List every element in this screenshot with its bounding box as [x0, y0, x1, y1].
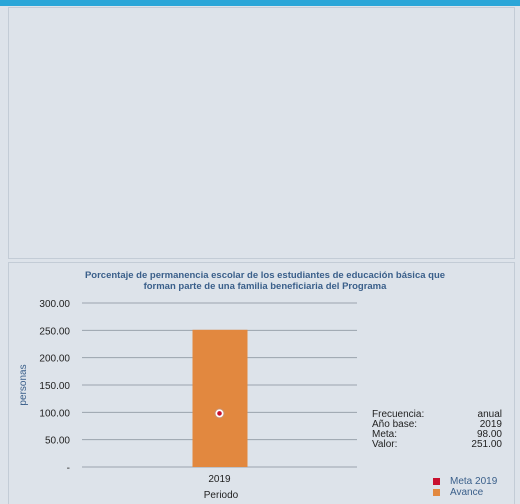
legend-swatch-avance	[433, 489, 440, 496]
legend-label: Avance	[450, 487, 484, 498]
info-row-valor: Valor: 251.00	[372, 440, 502, 450]
y-tick-label: 200.00	[39, 354, 70, 365]
bar-avance-2019	[192, 329, 248, 467]
x-tick-label: 2019	[208, 474, 231, 485]
empty-panel	[8, 7, 515, 259]
info-value: 251.00	[471, 439, 502, 450]
info-value: 2019	[479, 419, 502, 430]
chart-title-line-1: Porcentaje de permanencia escolar de los…	[84, 270, 446, 281]
y-tick-label: 300.00	[39, 299, 70, 310]
info-label: Año base:	[372, 419, 418, 430]
info-label: Frecuencia:	[372, 409, 425, 420]
indicator-info: Frecuencia: anual Año base: 2019 Meta: 9…	[372, 410, 502, 450]
legend-item-meta: Meta 2019	[433, 476, 497, 487]
header-accent-bar	[0, 0, 520, 6]
meta-point-2019	[217, 411, 222, 416]
y-tick-label: -	[67, 463, 70, 474]
info-value: 98.00	[476, 429, 502, 440]
chart-panel	[8, 262, 515, 504]
info-label: Meta:	[372, 429, 398, 440]
legend-item-avance: Avance	[433, 487, 497, 498]
chart-title-line-2: forman parte de una familia beneficiaria…	[143, 281, 387, 292]
y-axis-label: personas	[18, 364, 29, 405]
x-axis-label: Periodo	[204, 490, 239, 501]
y-tick-label: 150.00	[39, 381, 70, 392]
legend-swatch-meta	[433, 478, 440, 485]
y-tick-label: 100.00	[39, 408, 70, 419]
info-label: Valor:	[372, 439, 398, 450]
y-tick-label: 250.00	[39, 326, 70, 337]
info-row-meta: Meta: 98.00	[372, 430, 502, 440]
chart-title: Porcentaje de permanencia escolar de los…	[30, 270, 500, 292]
info-row-anio-base: Año base: 2019	[372, 420, 502, 430]
chart-legend: Meta 2019 Avance	[433, 476, 497, 498]
y-tick-label: 50.00	[45, 436, 70, 447]
info-row-frecuencia: Frecuencia: anual	[372, 410, 502, 420]
legend-label: Meta 2019	[450, 476, 498, 487]
info-value: anual	[477, 409, 502, 420]
